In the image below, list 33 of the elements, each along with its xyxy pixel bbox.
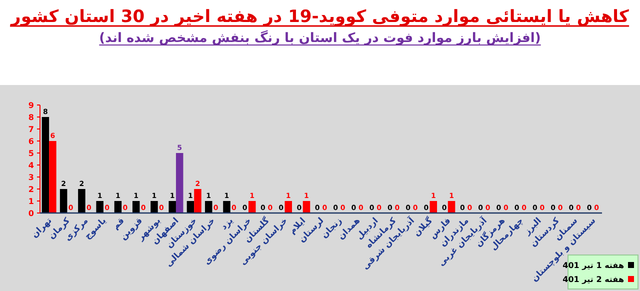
bar	[186, 201, 194, 213]
bar	[60, 189, 68, 213]
y-tick-label: 1	[28, 197, 34, 206]
bar	[150, 201, 158, 213]
bar	[223, 201, 230, 213]
bar	[132, 201, 140, 213]
y-tick-label: 8	[28, 113, 34, 122]
bar	[430, 201, 438, 213]
y-tick-label: 9	[28, 101, 34, 110]
bar	[194, 189, 202, 213]
y-tick-label: 5	[28, 149, 34, 158]
bar	[78, 189, 86, 213]
title: کاهش یا ایستائی موارد متوفی کووید-19 در هفته اخیر در 30 استان کشور	[11, 7, 629, 27]
y-tick-label: 3	[28, 173, 34, 182]
bar	[204, 201, 212, 213]
bar	[114, 201, 122, 213]
bar	[42, 117, 50, 213]
y-tick-label: 4	[28, 161, 34, 170]
bar	[168, 201, 176, 213]
y-tick-label: 0	[28, 209, 34, 218]
bar	[96, 201, 104, 213]
y-tick-label: 7	[28, 125, 34, 134]
legend-label: هفته 2 تیر 401	[562, 275, 624, 284]
y-tick-label: 6	[28, 137, 34, 146]
legend-label: هفته 1 تیر 401	[562, 261, 624, 270]
bar	[176, 153, 184, 213]
bar	[302, 201, 310, 213]
bar	[49, 141, 56, 213]
y-tick-label: 2	[28, 185, 34, 194]
bar	[248, 201, 256, 213]
bar	[284, 201, 292, 213]
bar	[448, 201, 456, 213]
x-tick-label: قم	[110, 216, 127, 232]
